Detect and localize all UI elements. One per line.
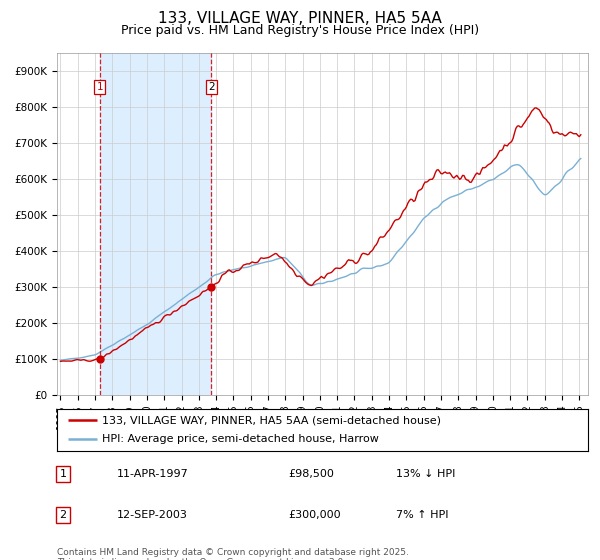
Text: £98,500: £98,500 — [288, 469, 334, 479]
Text: £300,000: £300,000 — [288, 510, 341, 520]
Text: 133, VILLAGE WAY, PINNER, HA5 5AA (semi-detached house): 133, VILLAGE WAY, PINNER, HA5 5AA (semi-… — [102, 415, 441, 425]
Text: Price paid vs. HM Land Registry's House Price Index (HPI): Price paid vs. HM Land Registry's House … — [121, 24, 479, 37]
Text: HPI: Average price, semi-detached house, Harrow: HPI: Average price, semi-detached house,… — [102, 435, 379, 445]
Text: 13% ↓ HPI: 13% ↓ HPI — [396, 469, 455, 479]
Text: 2: 2 — [208, 82, 214, 92]
Text: 1: 1 — [97, 82, 103, 92]
Text: 12-SEP-2003: 12-SEP-2003 — [117, 510, 188, 520]
Text: 133, VILLAGE WAY, PINNER, HA5 5AA: 133, VILLAGE WAY, PINNER, HA5 5AA — [158, 11, 442, 26]
Text: Contains HM Land Registry data © Crown copyright and database right 2025.
This d: Contains HM Land Registry data © Crown c… — [57, 548, 409, 560]
Text: 2: 2 — [59, 510, 67, 520]
Text: 7% ↑ HPI: 7% ↑ HPI — [396, 510, 449, 520]
Text: 1: 1 — [59, 469, 67, 479]
Text: 11-APR-1997: 11-APR-1997 — [117, 469, 189, 479]
Bar — [100, 53, 211, 395]
